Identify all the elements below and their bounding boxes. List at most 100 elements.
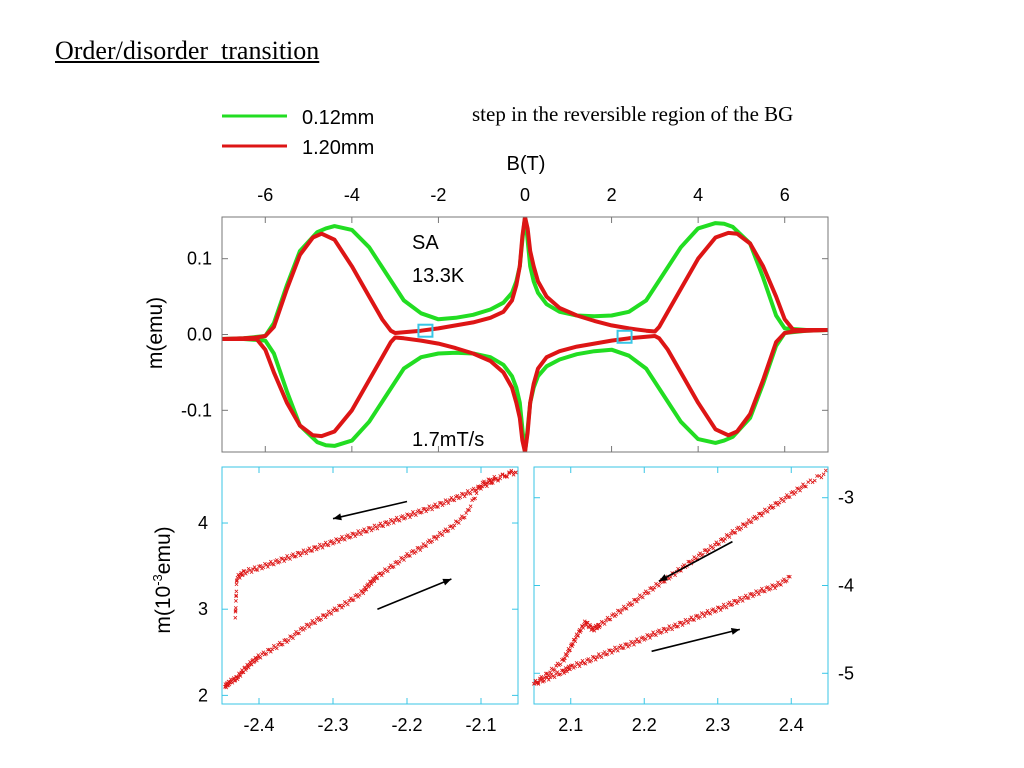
data-point [752,514,757,519]
data-point [698,614,702,619]
data-point [782,499,786,504]
main-chart: B(T) -6 -4 -2 0 2 4 6 0.1 0.0 -0.1 m(emu) SA 13.… [144,153,829,453]
data-point [570,663,575,668]
data-point [267,562,272,566]
data-point [283,637,288,642]
data-point [236,675,241,679]
data-point [231,676,236,680]
data-point [633,639,638,644]
data-point [605,652,610,656]
data-point [254,658,259,663]
data-point [588,624,593,629]
data-point [351,532,356,536]
data-point [749,520,754,525]
data-point [570,644,575,648]
data-point [673,622,677,627]
data-point [239,570,244,575]
data-point [819,475,824,480]
data-point [298,553,303,558]
data-point [664,629,669,634]
data-point [810,480,815,485]
inset-xtick-label: -2.3 [317,715,348,735]
highlight-box [417,323,434,338]
data-point [755,515,760,520]
data-point [403,516,408,520]
data-point [248,660,252,664]
data-point [765,585,770,589]
data-point [657,628,661,633]
data-point [595,626,600,631]
main-yticks: 0.1 0.0 -0.1 [181,249,828,420]
data-point [252,659,257,664]
data-point [255,568,260,572]
direction-arrow-head [333,513,342,521]
data-point [546,677,551,682]
data-point [310,549,315,553]
data-point [268,559,273,564]
inset-right-arrows [651,540,740,653]
data-point [701,552,705,557]
inset-xtick-label: -2.1 [465,715,496,735]
data-point [637,640,642,644]
data-point [471,486,476,491]
data-point [771,505,776,510]
data-point [261,565,266,570]
main-xtick-label: 2 [607,185,617,205]
data-point [418,548,423,552]
data-point [640,635,645,640]
data-point [714,540,719,545]
direction-arrow-shaft [377,578,452,610]
data-point [682,621,686,625]
data-point [408,515,412,520]
data-point [745,596,749,600]
data-point [640,595,645,600]
data-point [341,603,346,608]
legend: 0.12mm 1.20mm [222,107,374,159]
data-point [387,521,392,526]
data-point [546,673,551,678]
data-point [565,653,569,658]
data-point [627,601,632,605]
data-point [340,534,344,539]
data-point [610,651,614,655]
direction-arrow-shaft [658,540,733,582]
data-point [686,620,691,625]
data-point [451,526,455,530]
data-point [689,615,694,620]
curve-120mm-upper-left [221,216,527,341]
data-point [439,500,443,505]
data-point [500,472,505,477]
data-point [804,484,808,489]
data-point [783,495,788,500]
data-point [477,484,482,489]
data-point [670,627,675,632]
data-point [419,510,424,515]
data-point [765,509,770,514]
data-point [662,627,667,631]
annotation-temperature: 13.3K [412,265,465,287]
inset-right-yticks: -3 -4 -5 [534,488,854,683]
data-point [602,650,607,654]
data-point [714,609,719,613]
data-point [233,615,238,620]
data-point [369,582,374,586]
data-point [338,537,343,542]
data-point [679,620,683,625]
inset-left-xticks: -2.4 -2.3 -2.2 -2.1 [243,467,497,735]
data-point [581,626,586,630]
data-point [539,674,544,679]
data-point [403,554,408,559]
data-point [620,646,625,650]
data-point [393,518,398,522]
data-point [580,658,585,663]
data-point [261,650,266,655]
data-point [589,658,594,663]
data-point [536,680,541,685]
data-point [708,611,713,616]
data-point [233,606,238,610]
data-point [455,493,460,498]
data-point [577,664,582,669]
data-point [555,670,560,674]
data-point [513,470,518,475]
legend-label-green: 0.12mm [302,107,374,129]
